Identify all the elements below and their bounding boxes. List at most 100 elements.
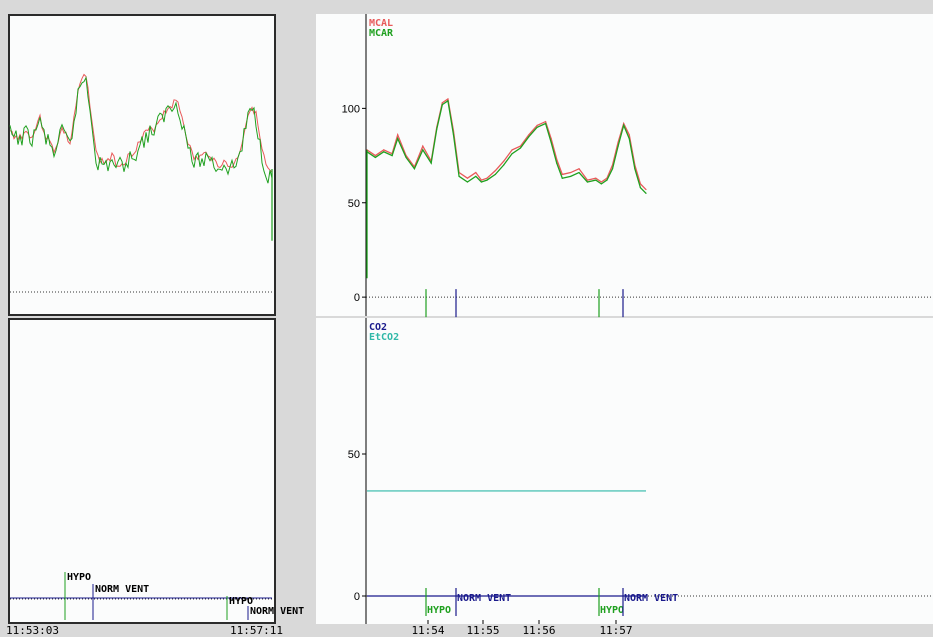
- overview-start-time: 11:53:03: [6, 624, 59, 637]
- data-point: [405, 156, 407, 159]
- data-point: [466, 177, 469, 179]
- data-point: [503, 164, 505, 166]
- data-point: [430, 162, 432, 164]
- data-point: [397, 137, 399, 140]
- data-point: [578, 171, 580, 174]
- data-point: [536, 124, 538, 126]
- event-label: NORM VENT: [624, 593, 678, 604]
- co2-chart-panel: 0 50 CO2 EtCO2 HYPO NORM VENT HYPO NORM VENT 11:…: [316, 318, 933, 637]
- data-point: [645, 188, 647, 191]
- data-point: [544, 120, 547, 123]
- x-tick-label: 11:55: [466, 624, 499, 637]
- data-point: [383, 149, 385, 151]
- y-tick-label: 50: [348, 198, 360, 210]
- data-point: [561, 177, 563, 179]
- data-point: [634, 168, 636, 170]
- data-point: [645, 192, 647, 194]
- data-point: [536, 126, 538, 128]
- data-point: [628, 137, 630, 140]
- overview-end-time: 11:57:11: [230, 624, 283, 637]
- data-point: [639, 187, 642, 189]
- data-point: [383, 151, 385, 153]
- data-point: [544, 122, 547, 125]
- data-point: [447, 100, 449, 102]
- data-point: [606, 179, 608, 181]
- event-label: HYPO: [427, 605, 451, 616]
- data-point: [452, 134, 455, 136]
- data-point: [441, 102, 443, 104]
- overview-velocity-plot: [9, 73, 273, 293]
- data-point: [466, 181, 469, 183]
- data-point: [628, 134, 630, 136]
- data-point: [586, 181, 589, 183]
- data-point: [475, 175, 477, 177]
- x-tick-label: 11:56: [522, 624, 555, 637]
- data-point: [422, 145, 424, 147]
- data-point: [519, 147, 522, 149]
- data-point: [570, 171, 572, 174]
- data-point: [486, 179, 488, 181]
- data-point: [374, 154, 376, 157]
- data-point: [436, 128, 438, 130]
- data-point: [494, 170, 496, 172]
- data-point: [639, 183, 642, 185]
- data-point: [413, 168, 416, 170]
- legend-co2: CO2: [369, 322, 387, 333]
- data-point: [486, 177, 488, 179]
- data-point: [458, 175, 460, 177]
- data-point: [511, 153, 513, 155]
- data-point: [595, 177, 597, 179]
- data-point: [561, 173, 563, 176]
- data-point: [494, 173, 496, 176]
- data-point: [528, 134, 530, 136]
- data-point: [578, 168, 580, 170]
- data-point: [586, 179, 589, 181]
- data-point: [623, 122, 625, 125]
- overview-line-mcar: [9, 75, 273, 184]
- data-point: [623, 124, 625, 126]
- data-point: [503, 160, 505, 162]
- data-point: [570, 175, 572, 177]
- data-point: [528, 136, 530, 138]
- data-point: [422, 149, 424, 151]
- data-point: [480, 181, 482, 183]
- data-point: [595, 179, 597, 181]
- data-point: [397, 134, 399, 136]
- overview-event-label: NORM VENT: [95, 584, 149, 595]
- overview-co2-panel: HYPO NORM VENT HYPO NORM VENT: [8, 318, 304, 624]
- data-point: [600, 183, 602, 185]
- data-point: [391, 154, 393, 157]
- x-tick-label: 11:57: [599, 624, 632, 637]
- data-point: [511, 149, 513, 151]
- event-label: NORM VENT: [457, 593, 511, 604]
- y-tick-label: 0: [354, 292, 360, 304]
- legend-mcar: MCAR: [369, 28, 394, 39]
- data-point: [441, 104, 443, 106]
- data-point: [550, 141, 552, 143]
- y-tick-label: 100: [342, 103, 360, 115]
- data-point: [519, 145, 522, 147]
- data-point: [374, 156, 376, 159]
- event-label: HYPO: [600, 605, 624, 616]
- data-point: [480, 179, 482, 181]
- data-point: [475, 171, 477, 174]
- overview-line-mcal: [9, 73, 273, 173]
- y-tick-label: 50: [348, 449, 360, 461]
- legend-mcal: MCAL: [369, 18, 393, 29]
- legend-etco2: EtCO2: [369, 332, 399, 343]
- data-point: [600, 181, 602, 183]
- data-point: [611, 168, 614, 170]
- overview-event-label: NORM VENT: [250, 606, 304, 617]
- data-point: [556, 162, 558, 164]
- overview-event-label: HYPO: [67, 572, 91, 583]
- overview-velocity-panel: [8, 14, 276, 316]
- x-tick-label: 11:54: [411, 624, 444, 637]
- data-point: [550, 137, 552, 140]
- data-point: [447, 98, 449, 100]
- y-tick-label: 0: [354, 591, 360, 603]
- overview-event-label: HYPO: [229, 596, 253, 607]
- velocity-chart-panel: 0 50 100 MCAL MCAR: [316, 14, 933, 318]
